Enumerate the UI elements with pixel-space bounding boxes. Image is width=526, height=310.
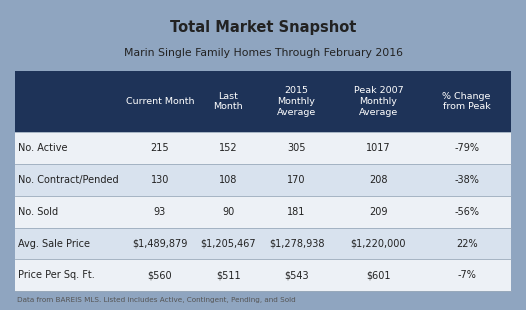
Text: Avg. Sale Price: Avg. Sale Price (18, 238, 90, 249)
Text: Last
Month: Last Month (214, 92, 243, 111)
Text: 209: 209 (369, 206, 388, 217)
Text: $560: $560 (148, 270, 173, 281)
Text: Peak 2007
Monthly
Average: Peak 2007 Monthly Average (353, 86, 403, 117)
Text: % Change
from Peak: % Change from Peak (442, 92, 491, 111)
FancyBboxPatch shape (15, 71, 511, 132)
Text: $1,489,879: $1,489,879 (132, 238, 188, 249)
Text: 208: 208 (369, 175, 388, 185)
Text: Data from BAREIS MLS. Listed includes Active, Contingent, Pending, and Sold: Data from BAREIS MLS. Listed includes Ac… (17, 298, 296, 303)
Text: 108: 108 (219, 175, 237, 185)
FancyBboxPatch shape (15, 228, 511, 259)
Text: 215: 215 (150, 143, 169, 153)
FancyBboxPatch shape (15, 132, 511, 164)
Text: -56%: -56% (454, 206, 479, 217)
Text: Marin Single Family Homes Through February 2016: Marin Single Family Homes Through Februa… (124, 48, 402, 58)
Text: Current Month: Current Month (126, 97, 194, 106)
FancyBboxPatch shape (15, 164, 511, 196)
Text: 181: 181 (287, 206, 306, 217)
Text: Price Per Sq. Ft.: Price Per Sq. Ft. (18, 270, 95, 281)
FancyBboxPatch shape (15, 259, 511, 291)
Text: -79%: -79% (454, 143, 479, 153)
Text: 22%: 22% (456, 238, 478, 249)
Text: 1017: 1017 (366, 143, 391, 153)
Text: Total Market Snapshot: Total Market Snapshot (170, 20, 356, 35)
Text: 130: 130 (151, 175, 169, 185)
FancyBboxPatch shape (15, 196, 511, 228)
Text: 152: 152 (219, 143, 238, 153)
Text: No. Contract/Pended: No. Contract/Pended (18, 175, 119, 185)
Text: $543: $543 (284, 270, 309, 281)
Text: $1,220,000: $1,220,000 (351, 238, 406, 249)
Text: 93: 93 (154, 206, 166, 217)
Text: $1,205,467: $1,205,467 (200, 238, 256, 249)
Text: No. Active: No. Active (18, 143, 68, 153)
Text: $511: $511 (216, 270, 240, 281)
Text: -7%: -7% (457, 270, 476, 281)
Text: $1,278,938: $1,278,938 (269, 238, 324, 249)
Text: 170: 170 (287, 175, 306, 185)
Text: $601: $601 (366, 270, 391, 281)
Text: 2015
Monthly
Average: 2015 Monthly Average (277, 86, 316, 117)
Text: -38%: -38% (454, 175, 479, 185)
Text: No. Sold: No. Sold (18, 206, 58, 217)
FancyBboxPatch shape (15, 5, 511, 71)
Text: 305: 305 (287, 143, 306, 153)
Text: 90: 90 (222, 206, 235, 217)
